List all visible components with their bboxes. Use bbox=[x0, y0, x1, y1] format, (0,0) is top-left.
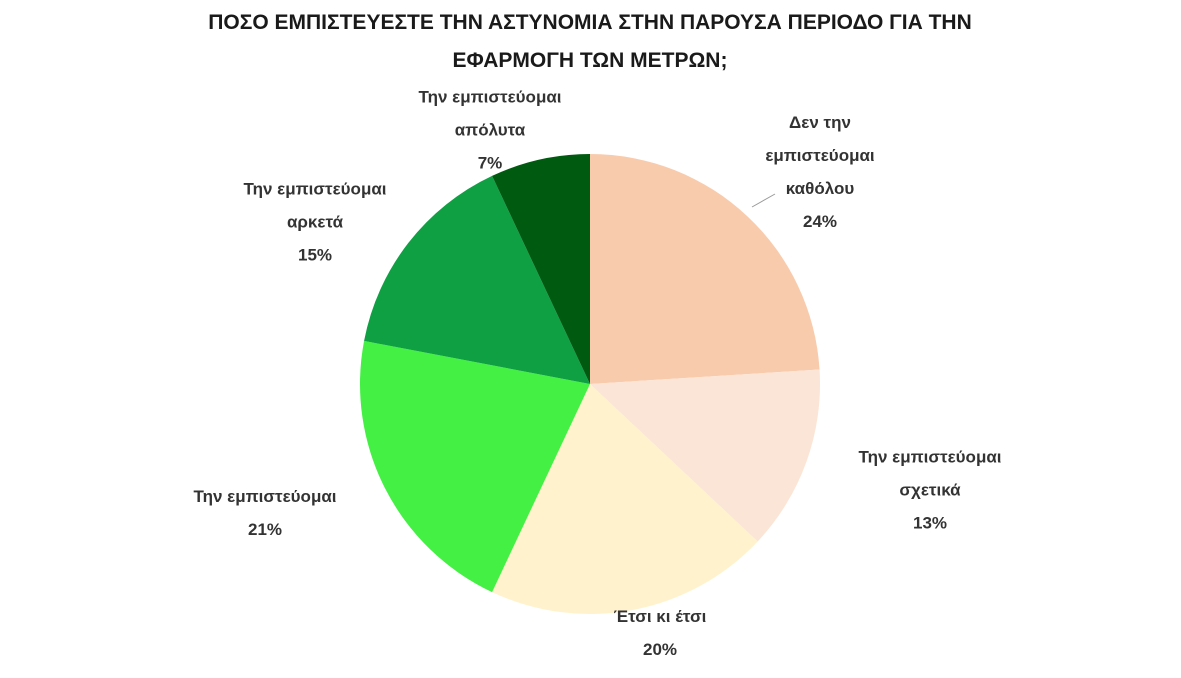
slice-value: 24% bbox=[802, 212, 838, 231]
slice-value: 15% bbox=[297, 245, 333, 265]
data-label: Την εμπιστεύομαι 21% bbox=[165, 480, 365, 546]
slice-name: Έτσι κι έτσι bbox=[613, 607, 707, 626]
pie-slice bbox=[590, 154, 820, 384]
slice-value: 7% bbox=[477, 153, 503, 173]
pie-slice bbox=[590, 369, 820, 542]
slice-name: Την εμπιστεύομαι σχετικά bbox=[858, 447, 1002, 500]
pie-slice bbox=[364, 175, 590, 384]
data-label: Την εμπιστεύομαι απόλυτα 7% bbox=[390, 81, 590, 180]
chart-title: ΠΟΣΟ ΕΜΠΙΣΤΕΥΕΣΤΕ ΤΗΝ ΑΣΤΥΝΟΜΙΑ ΣΤΗΝ ΠΑΡ… bbox=[208, 11, 972, 72]
data-label: Δεν την εμπιστεύομαι καθόλου 24% bbox=[745, 106, 895, 238]
data-label: Την εμπιστεύομαι αρκετά 15% bbox=[215, 173, 415, 272]
slice-value: 13% bbox=[912, 513, 948, 533]
leader-line bbox=[751, 193, 776, 208]
pie-slice bbox=[492, 154, 590, 384]
slice-name: Την εμπιστεύομαι bbox=[193, 487, 337, 506]
pie-slice bbox=[360, 340, 590, 593]
slice-value: 21% bbox=[247, 520, 283, 539]
data-label: Την εμπιστεύομαι σχετικά 13% bbox=[830, 441, 1030, 540]
data-label: Έτσι κι έτσι 20% bbox=[560, 600, 760, 666]
slice-name: Την εμπιστεύομαι απόλυτα bbox=[418, 87, 562, 140]
slice-name: Την εμπιστεύομαι αρκετά bbox=[243, 179, 387, 232]
slice-value: 20% bbox=[642, 640, 678, 659]
slice-name: Δεν την εμπιστεύομαι καθόλου bbox=[765, 113, 875, 198]
pie-slice bbox=[492, 384, 758, 614]
